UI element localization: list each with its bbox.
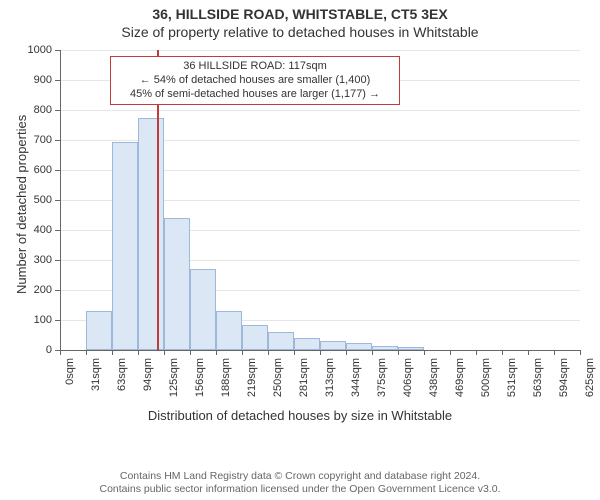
y-tick-mark bbox=[55, 170, 60, 171]
x-tick-mark bbox=[320, 350, 321, 355]
x-tick-label: 188sqm bbox=[220, 358, 232, 397]
x-tick-label: 94sqm bbox=[142, 358, 154, 391]
y-tick-mark bbox=[55, 290, 60, 291]
x-tick-mark bbox=[554, 350, 555, 355]
y-tick-label: 400 bbox=[20, 224, 52, 236]
x-tick-mark bbox=[112, 350, 113, 355]
y-tick-mark bbox=[55, 200, 60, 201]
histogram-bar bbox=[320, 341, 346, 350]
histogram-bar bbox=[216, 311, 242, 350]
histogram-bar bbox=[242, 325, 268, 351]
x-tick-label: 219sqm bbox=[246, 358, 258, 397]
x-tick-mark bbox=[528, 350, 529, 355]
x-tick-mark bbox=[424, 350, 425, 355]
footer-line: Contains HM Land Registry data © Crown c… bbox=[0, 470, 600, 483]
chart-area: Number of detached properties Distributi… bbox=[0, 44, 600, 450]
y-tick-label: 0 bbox=[20, 344, 52, 356]
y-tick-label: 900 bbox=[20, 74, 52, 86]
x-tick-label: 125sqm bbox=[168, 358, 180, 397]
footer-attribution: Contains HM Land Registry data © Crown c… bbox=[0, 470, 600, 496]
x-tick-mark bbox=[450, 350, 451, 355]
y-tick-label: 800 bbox=[20, 104, 52, 116]
title-subtitle: Size of property relative to detached ho… bbox=[0, 22, 600, 40]
x-tick-label: 281sqm bbox=[298, 358, 310, 397]
y-tick-mark bbox=[55, 320, 60, 321]
x-tick-label: 250sqm bbox=[272, 358, 284, 397]
y-tick-label: 200 bbox=[20, 284, 52, 296]
chart-figure: 36, HILLSIDE ROAD, WHITSTABLE, CT5 3EX S… bbox=[0, 0, 600, 500]
x-tick-label: 438sqm bbox=[428, 358, 440, 397]
x-tick-label: 313sqm bbox=[324, 358, 336, 397]
x-tick-label: 375sqm bbox=[376, 358, 388, 397]
x-tick-mark bbox=[242, 350, 243, 355]
x-tick-mark bbox=[86, 350, 87, 355]
histogram-bar bbox=[346, 343, 372, 351]
x-tick-mark bbox=[164, 350, 165, 355]
x-tick-mark bbox=[398, 350, 399, 355]
y-tick-mark bbox=[55, 50, 60, 51]
x-tick-label: 625sqm bbox=[584, 358, 596, 397]
x-tick-mark bbox=[502, 350, 503, 355]
x-tick-mark bbox=[60, 350, 61, 355]
annotation-line: ← 54% of detached houses are smaller (1,… bbox=[117, 74, 393, 88]
y-tick-mark bbox=[55, 110, 60, 111]
x-tick-label: 500sqm bbox=[480, 358, 492, 397]
histogram-bar bbox=[164, 218, 190, 350]
x-tick-label: 344sqm bbox=[350, 358, 362, 397]
annotation-line: 36 HILLSIDE ROAD: 117sqm bbox=[117, 60, 393, 74]
gridline bbox=[60, 50, 580, 51]
y-tick-label: 700 bbox=[20, 134, 52, 146]
title-address: 36, HILLSIDE ROAD, WHITSTABLE, CT5 3EX bbox=[0, 0, 600, 22]
x-tick-mark bbox=[190, 350, 191, 355]
x-tick-mark bbox=[476, 350, 477, 355]
y-tick-label: 500 bbox=[20, 194, 52, 206]
x-tick-label: 31sqm bbox=[90, 358, 102, 391]
x-tick-label: 156sqm bbox=[194, 358, 206, 397]
x-tick-label: 531sqm bbox=[506, 358, 518, 397]
x-tick-mark bbox=[216, 350, 217, 355]
x-tick-label: 594sqm bbox=[558, 358, 570, 397]
x-axis-label: Distribution of detached houses by size … bbox=[0, 408, 600, 423]
x-tick-label: 469sqm bbox=[454, 358, 466, 397]
histogram-bar bbox=[268, 332, 294, 350]
x-tick-mark bbox=[294, 350, 295, 355]
x-tick-label: 0sqm bbox=[64, 358, 76, 385]
x-tick-mark bbox=[580, 350, 581, 355]
x-tick-mark bbox=[372, 350, 373, 355]
histogram-bar bbox=[138, 118, 164, 351]
x-tick-mark bbox=[346, 350, 347, 355]
annotation-box: 36 HILLSIDE ROAD: 117sqm← 54% of detache… bbox=[110, 56, 400, 105]
y-axis-line bbox=[60, 50, 61, 350]
x-tick-mark bbox=[268, 350, 269, 355]
y-tick-mark bbox=[55, 230, 60, 231]
x-tick-mark bbox=[138, 350, 139, 355]
gridline bbox=[60, 110, 580, 111]
histogram-bar bbox=[112, 142, 138, 351]
histogram-bar bbox=[294, 338, 320, 350]
x-tick-label: 63sqm bbox=[116, 358, 128, 391]
y-tick-mark bbox=[55, 260, 60, 261]
x-tick-label: 406sqm bbox=[402, 358, 414, 397]
y-tick-label: 300 bbox=[20, 254, 52, 266]
y-tick-mark bbox=[55, 140, 60, 141]
y-tick-label: 1000 bbox=[20, 44, 52, 56]
x-tick-label: 563sqm bbox=[532, 358, 544, 397]
y-tick-mark bbox=[55, 80, 60, 81]
histogram-bar bbox=[190, 269, 216, 350]
annotation-line: 45% of semi-detached houses are larger (… bbox=[117, 88, 393, 102]
histogram-bar bbox=[86, 311, 112, 350]
y-tick-label: 100 bbox=[20, 314, 52, 326]
footer-line: Contains public sector information licen… bbox=[0, 483, 600, 496]
y-tick-label: 600 bbox=[20, 164, 52, 176]
